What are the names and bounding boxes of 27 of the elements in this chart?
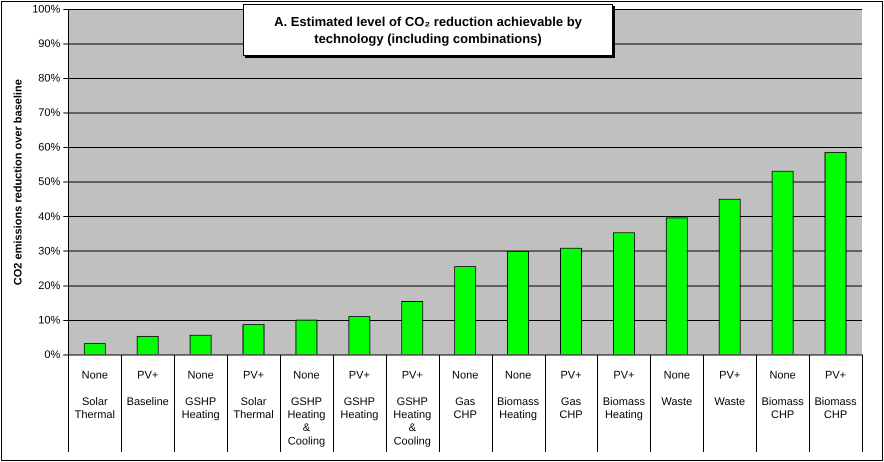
y-tick-label: 10% bbox=[38, 314, 61, 326]
y-tick-label: 90% bbox=[38, 38, 61, 50]
y-tick-label: 80% bbox=[38, 72, 61, 85]
category-label: PV+ Biomass Heating bbox=[602, 369, 645, 422]
y-tick-label: 100% bbox=[32, 4, 61, 16]
y-tick-label: 40% bbox=[38, 210, 61, 223]
category-label: None Biomass CHP bbox=[762, 369, 804, 422]
y-tick-label: 60% bbox=[38, 142, 61, 154]
category-label: None Solar Thermal bbox=[74, 369, 115, 422]
y-tick-label: 30% bbox=[38, 245, 61, 258]
y-axis-title: CO2 emissions reduction over baseline bbox=[12, 79, 25, 286]
y-tick-label: 50% bbox=[38, 176, 61, 188]
category-label: None Biomass Heating bbox=[496, 369, 540, 422]
category-label: PV+ Waste bbox=[714, 369, 746, 408]
category-label: PV+ Biomass CHP bbox=[814, 369, 857, 422]
category-label: PV+ GSHP Heating bbox=[340, 369, 378, 422]
y-tick-label: 0% bbox=[44, 348, 61, 361]
y-tick-label: 20% bbox=[38, 280, 61, 292]
y-tick-label: 70% bbox=[38, 107, 61, 120]
category-label: PV+ GSHP Heating & Cooling bbox=[393, 369, 432, 448]
category-label: None GSHP Heating & Cooling bbox=[287, 369, 326, 448]
category-label: PV+ Baseline bbox=[126, 369, 169, 408]
category-label: PV+ Gas CHP bbox=[559, 369, 583, 422]
category-label: None Gas CHP bbox=[452, 369, 478, 422]
category-label: None Waste bbox=[661, 369, 692, 408]
category-label: PV+ Solar Thermal bbox=[233, 369, 274, 422]
category-label: None GSHP Heating bbox=[182, 369, 220, 422]
